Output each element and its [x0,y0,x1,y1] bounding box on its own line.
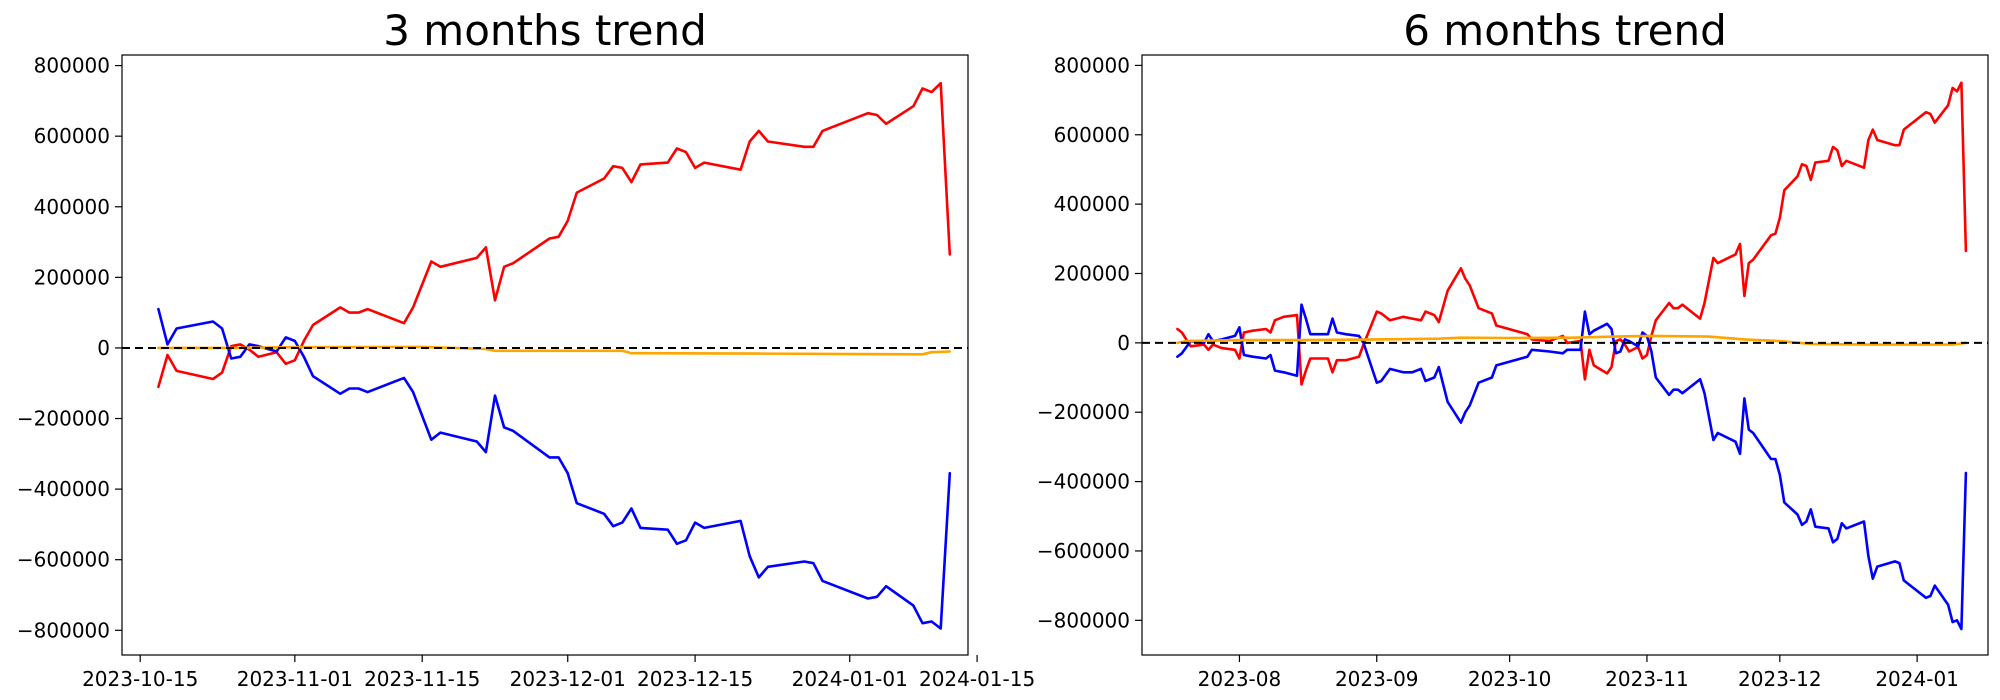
y-tick-label: 600000 [34,124,110,148]
series-line-0 [1176,81,1968,386]
y-tick-label: 600000 [1054,123,1130,147]
plot-frame [121,54,969,656]
x-tick-label: 2023-11-01 [237,667,353,691]
x-tick-label: 2023-10 [1468,667,1552,691]
chart-title: 3 months trend [383,6,707,55]
chart-3-months: 3 months trend 800000 600000 400000 200000 0 −… [17,6,1035,691]
y-tick-label: −600000 [17,548,110,572]
y-tick-label: −800000 [17,618,110,642]
y-tick-label: 400000 [34,195,110,219]
x-tick-label: 2023-08 [1198,667,1282,691]
x-tick-label: 2023-12-15 [637,667,753,691]
x-tick-label: 2024-01-01 [792,667,908,691]
y-tick-label: 400000 [1054,192,1130,216]
y-tick-label: −400000 [1037,470,1130,494]
y-tick-label: 200000 [1054,261,1130,285]
x-tick-label: 2024-01 [1875,667,1959,691]
x-tick-label: 2023-11-15 [364,667,480,691]
series-line-1 [157,307,952,630]
chart-6-months: 6 months trend 800000 600000 400000 200000 0 −… [1037,6,1989,691]
y-tick-label: 800000 [1054,53,1130,77]
x-tick-label: 2023-12-01 [510,667,626,691]
x-tick-label: 2023-10-15 [82,667,198,691]
y-tick-label: −200000 [17,407,110,431]
x-tick-label: 2023-12 [1738,667,1822,691]
chart-title: 6 months trend [1403,6,1727,55]
y-tick-label: 800000 [34,54,110,78]
x-tick-label: 2023-09 [1335,667,1419,691]
y-tick-label: −200000 [1037,400,1130,424]
y-tick-label: 0 [1117,331,1130,355]
plot-frame [1141,54,1989,656]
series-line-1 [1176,303,1968,631]
x-tick-label: 2024-01-15 [919,667,1035,691]
series-line-2 [1176,334,1968,346]
y-tick-label: −800000 [1037,608,1130,632]
series-line-0 [157,81,952,389]
y-tick-label: −600000 [1037,539,1130,563]
y-tick-label: 0 [97,336,110,360]
y-tick-label: 200000 [34,265,110,289]
y-tick-label: −400000 [17,477,110,501]
x-tick-label: 2023-11 [1605,667,1689,691]
